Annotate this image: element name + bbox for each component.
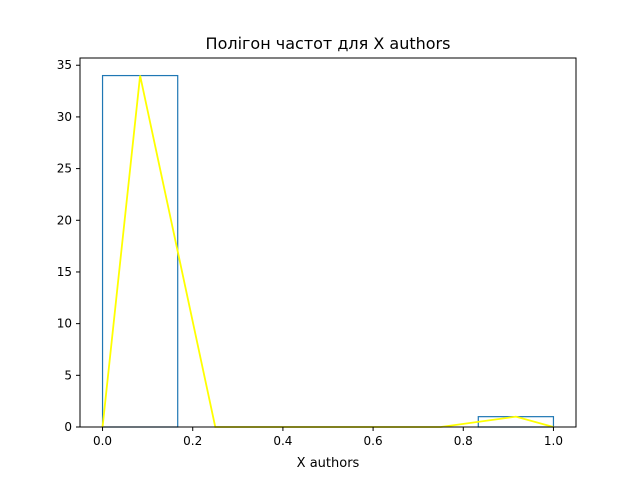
y-tick-label: 30 [57, 110, 72, 124]
x-axis-label: X authors [297, 456, 360, 471]
x-tick-label: 1.0 [544, 434, 563, 448]
y-tick-label: 35 [57, 58, 72, 72]
x-tick-label: 0.6 [364, 434, 383, 448]
y-tick-label: 5 [64, 368, 72, 382]
y-tick-label: 0 [64, 420, 72, 434]
x-tick-label: 0.4 [273, 434, 292, 448]
y-tick-label: 15 [57, 265, 72, 279]
x-axis-ticks: 0.0 0.2 0.4 0.6 0.8 1.0 [93, 427, 563, 448]
y-tick-label: 10 [57, 317, 72, 331]
y-tick-label: 25 [57, 162, 72, 176]
x-tick-label: 0.0 [93, 434, 112, 448]
axes-frame [79, 57, 577, 428]
polygon-layer [101, 75, 554, 428]
histogram-bar [101, 74, 179, 428]
histogram-bar [477, 416, 555, 428]
x-tick-label: 0.8 [454, 434, 473, 448]
chart-title: Полігон частот для X authors [206, 34, 451, 53]
y-tick-label: 20 [57, 213, 72, 227]
histogram-bars [101, 74, 555, 428]
y-axis-ticks: 0 5 10 15 20 25 30 35 [57, 58, 80, 434]
x-tick-label: 0.2 [183, 434, 202, 448]
frequency-polygon-line [101, 75, 554, 428]
